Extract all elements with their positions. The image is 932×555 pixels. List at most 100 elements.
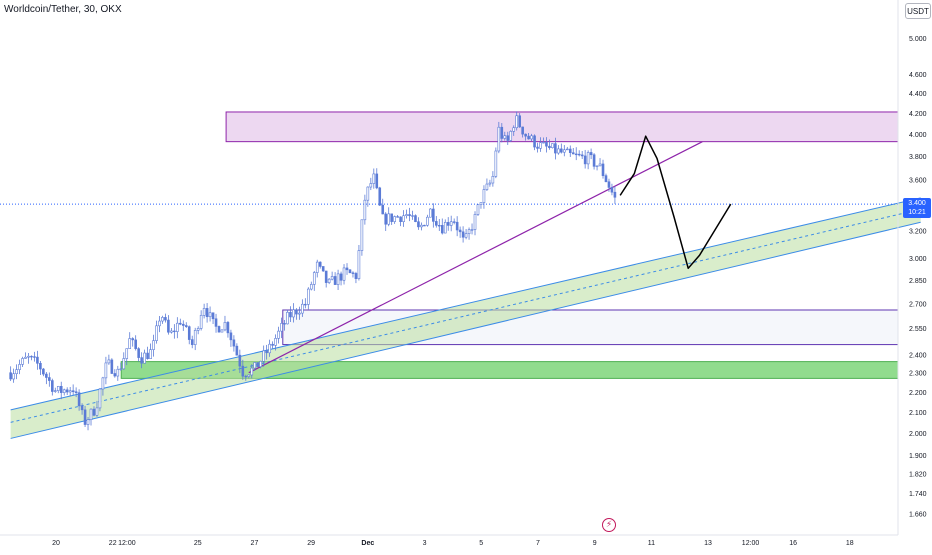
candle-body: [381, 204, 385, 215]
candle-body: [577, 153, 581, 156]
symbol-title[interactable]: Worldcoin/Tether, 30, OKX: [4, 4, 122, 15]
candle-body: [366, 186, 370, 201]
candle-body: [250, 367, 254, 376]
candle-body: [15, 369, 18, 375]
candle-body: [482, 189, 486, 203]
candle-body: [324, 270, 328, 283]
candle-body: [158, 320, 161, 327]
candle-body: [563, 149, 566, 153]
candle-body: [509, 131, 513, 141]
candle-body: [229, 332, 233, 341]
candle-body: [143, 352, 146, 364]
candle-body: [187, 326, 191, 340]
candle-body: [437, 225, 441, 227]
candle-body: [196, 328, 200, 331]
time-tick-label: Dec: [361, 540, 374, 547]
time-tick-label: 5: [479, 540, 483, 547]
tradingview-logo-icon[interactable]: ⚡: [602, 518, 616, 532]
candle-body: [336, 273, 340, 285]
ascending-channel: [10, 197, 921, 439]
candle-body: [137, 348, 140, 358]
candle-body: [315, 261, 319, 273]
candle-body: [583, 155, 587, 165]
supply-zone: [225, 111, 899, 143]
price-tick-label: 2.400: [909, 352, 927, 359]
candle-body: [119, 368, 123, 370]
candle-body: [283, 323, 286, 325]
candle-body: [458, 229, 462, 233]
candle-body: [259, 360, 262, 367]
candle-body: [321, 266, 325, 272]
time-tick-label: 11: [648, 540, 655, 547]
candle-body: [65, 389, 69, 393]
candle-body: [574, 153, 578, 156]
projection-path: [619, 135, 732, 270]
time-tick-label: 12:00: [742, 540, 760, 547]
candle-body: [289, 312, 292, 318]
candle-body: [488, 182, 492, 185]
candle-body: [363, 199, 367, 221]
bar-countdown: 10:21: [908, 209, 926, 216]
time-tick-label: 13: [704, 540, 712, 547]
candle-body: [149, 349, 152, 359]
candle-body: [560, 148, 563, 153]
candle-body: [417, 221, 420, 228]
candle-body: [116, 368, 120, 377]
candle-body: [506, 135, 510, 141]
candle-body: [330, 276, 334, 280]
candle-body: [491, 176, 495, 184]
candle-body: [80, 405, 84, 411]
price-tick-label: 2.700: [909, 302, 927, 309]
candle-body: [128, 338, 132, 349]
candle-body: [536, 146, 539, 149]
candle-body: [494, 150, 498, 177]
candle-body: [601, 163, 605, 176]
trendline: [248, 141, 703, 374]
candle-body: [42, 368, 45, 375]
candle-body: [432, 208, 435, 222]
candle-body: [268, 343, 271, 354]
price-tick-label: 4.200: [909, 111, 927, 118]
price-tick-label: 1.740: [909, 491, 927, 498]
candle-body: [408, 214, 411, 217]
candle-body: [435, 221, 438, 226]
time-tick-label: 27: [251, 540, 259, 547]
candle-body: [131, 338, 134, 341]
candle-body: [542, 141, 545, 144]
candle-body: [554, 143, 557, 154]
price-tick-label: 5.000: [909, 36, 927, 43]
time-tick-label: 9: [593, 540, 597, 547]
candle-body: [244, 375, 248, 378]
candle-body: [312, 272, 316, 285]
price-tick-label: 2.850: [909, 278, 927, 285]
time-tick-label: 16: [789, 540, 797, 547]
candle-body: [217, 326, 221, 333]
channel-upper-line: [10, 197, 921, 411]
currency-button[interactable]: USDT: [905, 3, 931, 19]
price-scale[interactable]: 5.000 4.600 4.400 4.200 4.000 3.800 3.600 3.400…: [909, 36, 927, 519]
candle-body: [598, 163, 602, 167]
candle-body: [77, 392, 81, 407]
candle-body: [339, 273, 343, 281]
candle-body: [399, 216, 402, 222]
candle-body: [62, 389, 66, 393]
time-scale[interactable]: 20 22 12:00 25 27 29 Dec 3 5 7 9 11 13 12:00 16 18: [52, 540, 854, 547]
candle-body: [604, 175, 608, 183]
candle-body: [360, 219, 364, 251]
candle-body: [387, 213, 390, 225]
last-price-value: 3.400: [908, 200, 926, 207]
price-tick-label: 3.200: [909, 228, 927, 235]
price-tick-label: 3.800: [909, 154, 927, 161]
candle-body: [375, 173, 379, 189]
candle-body: [396, 216, 399, 218]
candle-body: [476, 204, 480, 215]
candle-body: [405, 214, 408, 217]
candle-body: [423, 224, 426, 227]
candle-body: [467, 229, 471, 234]
candle-body: [56, 386, 60, 391]
candle-body: [202, 308, 206, 316]
candle-body: [411, 215, 414, 217]
candle-body: [68, 390, 72, 393]
